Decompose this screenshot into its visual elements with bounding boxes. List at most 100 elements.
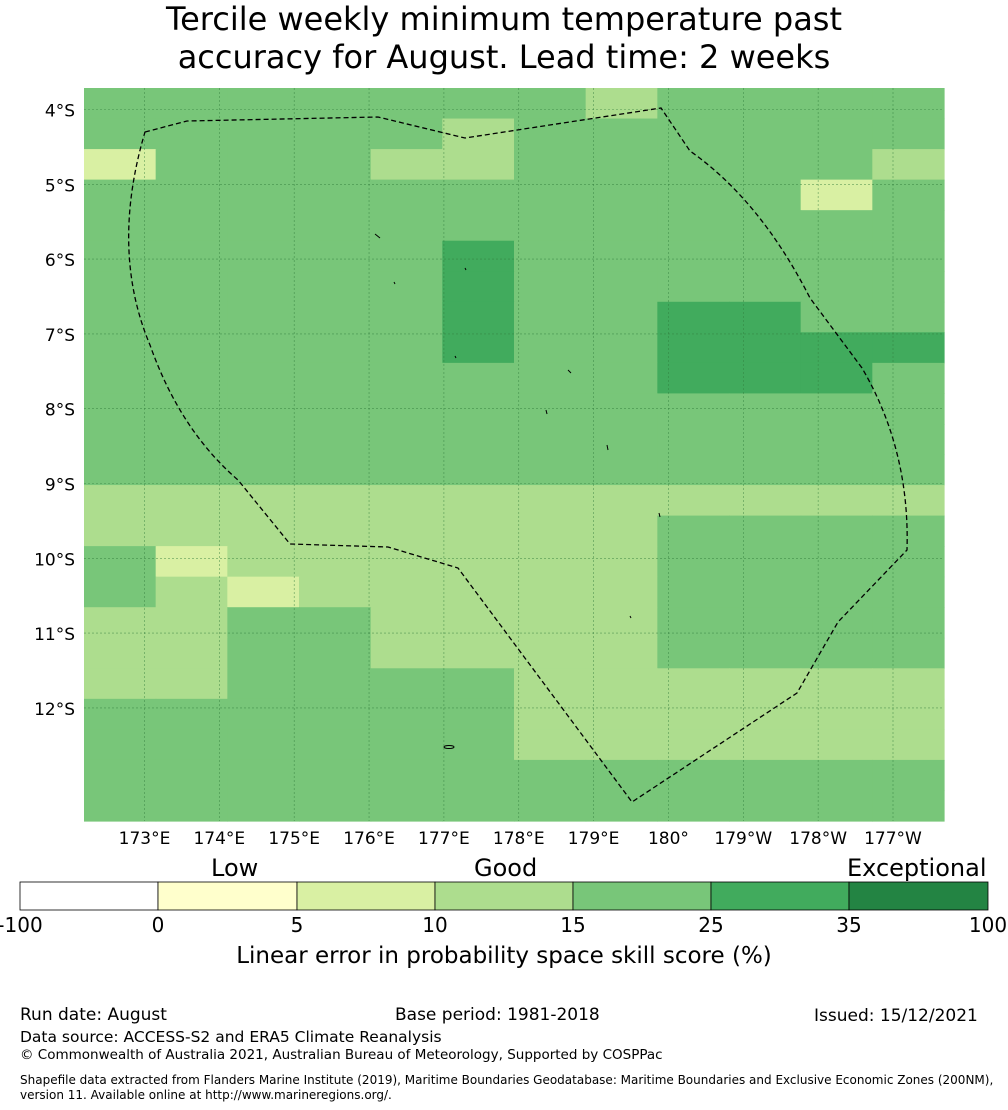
- colorbar-segment: [572, 881, 712, 911]
- grid-cell: [442, 729, 515, 761]
- issued-date: Issued: 15/12/2021: [814, 1006, 978, 1026]
- grid-cell: [729, 149, 802, 181]
- grid-cell: [800, 118, 873, 150]
- grid-cell: [370, 759, 443, 792]
- grid-cell: [657, 515, 730, 547]
- grid-cell: [370, 149, 443, 181]
- grid-cell: [299, 149, 372, 181]
- grid-cell: [370, 515, 443, 547]
- grid-cell: [442, 546, 515, 578]
- grid-cell: [729, 240, 802, 272]
- grid-cell: [84, 210, 157, 242]
- grid-cell: [514, 637, 587, 669]
- grid-cell: [155, 515, 228, 547]
- colorbar-tick: 10: [422, 913, 448, 937]
- grid-cell: [657, 88, 730, 120]
- grid-cell: [585, 515, 658, 547]
- grid-cell: [370, 271, 443, 303]
- grid-cell: [299, 88, 372, 120]
- grid-cell: [585, 362, 658, 395]
- grid-cell: [227, 423, 300, 456]
- grid-cell: [657, 576, 730, 608]
- grid-cell: [227, 668, 300, 700]
- grid-cell: [299, 607, 372, 639]
- grid-cell: [872, 546, 945, 578]
- grid-cell: [585, 179, 658, 211]
- grid-cell: [585, 668, 658, 700]
- grid-cell: [514, 729, 587, 761]
- grid-cell: [299, 698, 372, 730]
- grid-cell: [84, 485, 157, 517]
- grid-cell: [800, 362, 873, 395]
- grid-cell: [155, 149, 228, 181]
- grid-cell: [227, 332, 300, 364]
- grid-cell: [155, 362, 228, 395]
- grid-cell: [299, 423, 372, 456]
- grid-cell: [872, 729, 945, 761]
- grid-cell: [442, 515, 515, 547]
- grid-cell: [442, 576, 515, 608]
- longitude-label: 179°E: [568, 829, 620, 849]
- grid-cell: [514, 576, 587, 608]
- grid-cell: [370, 546, 443, 578]
- grid-cell: [872, 210, 945, 242]
- grid-cell: [155, 210, 228, 242]
- grid-cell: [514, 240, 587, 272]
- grid-cell: [514, 546, 587, 578]
- colorbar-tick: 0: [151, 913, 165, 937]
- grid-cell: [800, 454, 873, 486]
- grid-cell: [585, 271, 658, 303]
- latitude-label: 10°S: [34, 550, 75, 570]
- grid-cell: [442, 118, 515, 150]
- grid-cell: [729, 637, 802, 669]
- grid-cell: [155, 546, 228, 578]
- grid-cell: [299, 118, 372, 150]
- grid-cell: [800, 576, 873, 608]
- grid-cell: [514, 790, 587, 822]
- grid-cell: [227, 210, 300, 242]
- grid-cell: [585, 485, 658, 517]
- grid-cell: [872, 668, 945, 700]
- grid-cell: [514, 607, 587, 639]
- longitude-label: 178°W: [789, 829, 847, 849]
- grid-cell: [370, 729, 443, 761]
- island: [443, 745, 455, 749]
- colorbar-tick: 5: [290, 913, 304, 937]
- grid-cell: [585, 454, 658, 486]
- island: [567, 369, 572, 374]
- grid-cell: [155, 637, 228, 669]
- grid-cell: [84, 332, 157, 364]
- grid-cell: [657, 485, 730, 517]
- grid-cell: [657, 454, 730, 486]
- grid-cell: [872, 362, 945, 395]
- grid-cell: [729, 88, 802, 120]
- grid-cell: [299, 393, 372, 425]
- longitude-label: 180°: [648, 829, 689, 849]
- grid-cell: [872, 607, 945, 639]
- grid-cell: [872, 423, 945, 456]
- grid-cell: [514, 393, 587, 425]
- grid-cell: [299, 668, 372, 700]
- grid-cell: [370, 240, 443, 272]
- grid-cell: [442, 301, 515, 333]
- grid-cell: [585, 423, 658, 456]
- grid-cell: [84, 362, 157, 395]
- grid-cell: [155, 179, 228, 211]
- grid-cell: [800, 759, 873, 792]
- grid-cell: [84, 301, 157, 333]
- grid-cell: [370, 332, 443, 364]
- grid-cell: [299, 271, 372, 303]
- grid-cell: [514, 454, 587, 486]
- island: [454, 355, 457, 359]
- grid-cell: [227, 576, 300, 608]
- grid-cell: [585, 240, 658, 272]
- grid-cell: [299, 240, 372, 272]
- grid-cell: [800, 301, 873, 333]
- grid-cell: [657, 210, 730, 242]
- grid-cell: [657, 668, 730, 700]
- grid-cell: [729, 362, 802, 395]
- longitude-label: 175°E: [268, 829, 320, 849]
- grid-cell: [800, 607, 873, 639]
- grid-cell: [729, 454, 802, 486]
- grid-cell: [227, 515, 300, 547]
